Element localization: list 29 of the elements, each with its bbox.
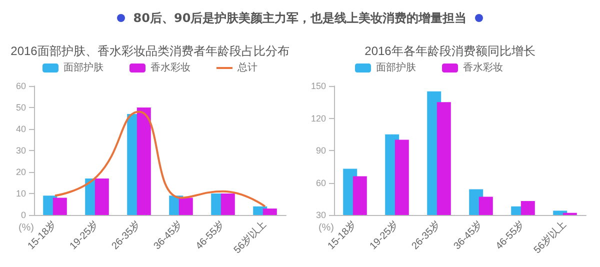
text: 80后、90后是护肤美颜主力军，也是线上美妆消费的增量担当 — [133, 10, 467, 26]
y-tick-label: 60 — [316, 178, 326, 188]
y-tick-label: 30 — [16, 146, 26, 156]
legend-label: 香水彩妆 — [150, 62, 190, 74]
y-tick-label: 10 — [16, 188, 26, 198]
legend-label: 总计 — [236, 62, 258, 74]
legend-label: 香水彩妆 — [463, 62, 503, 74]
bar — [94, 178, 109, 215]
chart-title: 2016面部护肤、香水彩妆品类消费者年龄段占比分布 — [10, 44, 290, 58]
bar — [178, 198, 193, 215]
x-tick-label: 56岁以上 — [531, 218, 569, 256]
bar — [262, 208, 277, 215]
y-tick-label: 50 — [16, 102, 26, 112]
y-tick-label: 40 — [16, 124, 26, 134]
bar — [220, 194, 235, 215]
y-tick-label: 30 — [316, 210, 326, 220]
y-tick-label: 90 — [316, 146, 326, 156]
bar — [136, 108, 151, 215]
legend-label: 面部护肤 — [376, 62, 416, 74]
x-tick-label: 56岁以上 — [231, 218, 269, 256]
y-tick-label: 150 — [310, 81, 326, 91]
bar — [52, 198, 67, 215]
y-tick-label: 60 — [16, 81, 26, 91]
y-tick-label: 0 — [20, 210, 26, 220]
y-tick-label: 120 — [310, 113, 326, 124]
legend-label: 面部护肤 — [64, 62, 104, 74]
line-series — [54, 110, 266, 208]
y-tick-label: 20 — [16, 167, 26, 177]
chart-title: 2016年各年龄段消费额同比增长 — [364, 44, 536, 58]
